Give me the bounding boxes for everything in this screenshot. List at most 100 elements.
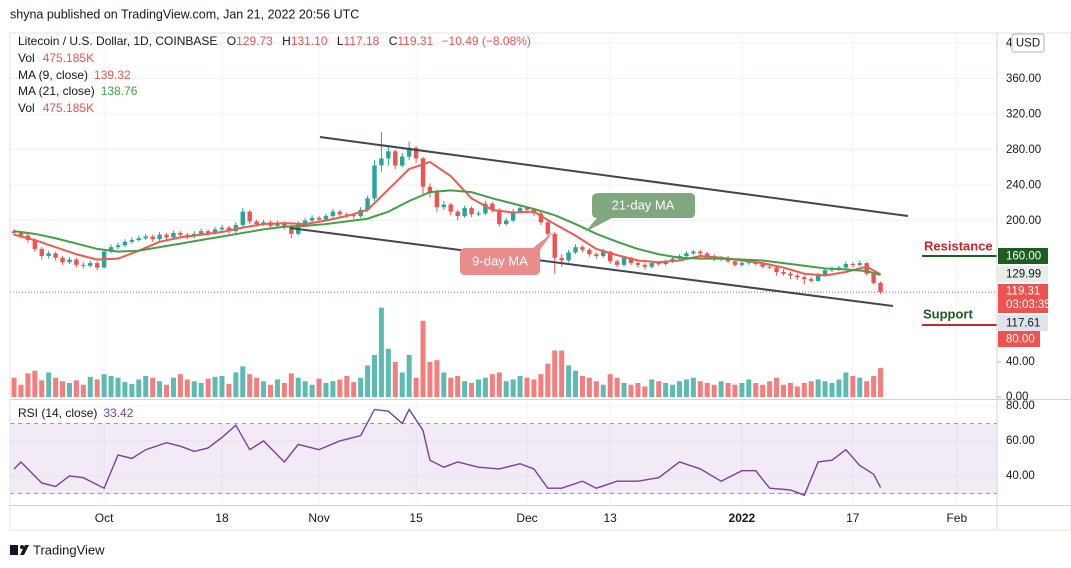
volume-bar: [406, 354, 412, 397]
candle-body: [157, 234, 162, 240]
volume-bar: [642, 386, 648, 397]
candle-body: [732, 261, 738, 265]
volume-bar: [538, 374, 544, 397]
volume-bar: [489, 374, 495, 397]
volume-bar: [864, 381, 870, 397]
candle-body: [309, 217, 315, 221]
volume-bar: [170, 377, 176, 397]
x-tick-label: 15: [409, 511, 423, 525]
volume-bar: [330, 381, 336, 397]
callout-box: [585, 193, 695, 232]
volume-bar: [385, 348, 391, 397]
volume-bar: [545, 363, 551, 397]
candle-body: [282, 223, 287, 227]
volume-bar: [226, 383, 232, 397]
volume-bar: [829, 382, 835, 397]
volume-bar: [517, 375, 523, 397]
volume-bar: [836, 379, 842, 397]
candle-body: [60, 257, 65, 263]
currency: USD: [1016, 38, 1040, 50]
volume-bar: [455, 375, 461, 397]
footer-brand: TradingView: [33, 542, 105, 557]
candle-body: [393, 151, 398, 166]
legend-rsi: RSI (14, close) 33.42: [18, 406, 134, 420]
x-tick-label: 18: [215, 511, 229, 525]
volume-bar: [323, 382, 329, 397]
lower-trendline: [289, 227, 894, 307]
ohlc-value: 117.18: [344, 34, 380, 48]
candle-body: [504, 220, 509, 225]
volume-bar: [247, 374, 253, 397]
volume-bar: [614, 377, 620, 397]
volume-bar: [316, 378, 322, 397]
candle-body: [46, 253, 51, 257]
candle-body: [684, 253, 689, 257]
candle-body: [330, 211, 336, 217]
candle-body: [372, 165, 377, 199]
volume-bar: [101, 374, 107, 397]
volume-bar: [725, 382, 731, 397]
volume-bar: [718, 381, 724, 397]
volume-bar: [73, 380, 79, 397]
candle-body: [822, 270, 828, 275]
volume-bar: [815, 379, 821, 397]
volume-bar: [378, 307, 384, 397]
candle-body: [552, 233, 557, 258]
candle-body: [469, 208, 474, 215]
candle-body: [559, 257, 564, 261]
volume-bar: [164, 384, 170, 397]
x-tick-label: 2022: [729, 511, 756, 525]
candle-body: [316, 217, 322, 220]
volume-bar: [801, 382, 807, 397]
candle-body: [164, 234, 169, 238]
volume-bar: [573, 370, 579, 397]
volume-bar: [184, 379, 190, 397]
candle-body: [566, 252, 571, 261]
candle-body: [136, 238, 141, 241]
candle-body: [663, 261, 668, 264]
volume-bar: [136, 379, 142, 397]
candle-body: [88, 263, 93, 266]
volume-bar: [767, 381, 773, 397]
volume-bar: [649, 379, 655, 397]
volume-bar: [552, 350, 558, 397]
candle-body: [455, 211, 460, 217]
candle-body: [129, 240, 135, 242]
legend-indicator: MA (9, close) 139.32: [18, 68, 131, 82]
candle-body: [573, 247, 578, 253]
volume-bar: [427, 361, 433, 397]
ma9-callout: 9-day MA: [460, 232, 553, 275]
volume-bar: [344, 375, 350, 397]
volume-bar: [80, 384, 86, 397]
candle-body: [538, 213, 544, 223]
volume-tick-label: 0.00: [1006, 391, 1028, 403]
volume-bar: [469, 382, 475, 397]
volume-bar: [46, 372, 52, 397]
symbol: Litecoin / U.S. Dollar, 1D, COINBASE: [18, 34, 217, 48]
candle-body: [400, 156, 405, 166]
ohlc-value: 119.31: [397, 34, 433, 48]
volume-bar: [732, 384, 738, 397]
x-tick-label: Oct: [95, 511, 114, 525]
candle-body: [171, 232, 176, 238]
volume-bar: [787, 382, 793, 397]
candle-body: [462, 208, 467, 217]
volume-bar: [281, 382, 287, 397]
candle-body: [95, 263, 100, 268]
volume-bar: [233, 372, 239, 397]
volume-bar: [482, 377, 488, 397]
publish-header: shyna published on TradingView.com, Jan …: [10, 7, 359, 21]
candle-body: [788, 273, 793, 276]
last-price-text: 119.31: [1006, 286, 1040, 298]
volume-bar: [607, 374, 613, 397]
indicator-value: 475.185K: [43, 101, 94, 115]
candle-body: [365, 198, 370, 210]
candle-body: [39, 248, 44, 257]
rsi-line: [13, 408, 882, 497]
candle-body: [254, 221, 259, 225]
change: −10.49 (−8.08%): [442, 34, 531, 48]
ohlc-key: H: [282, 34, 291, 48]
ohlc-value: 129.73: [236, 34, 273, 48]
volume-bar: [25, 373, 31, 397]
